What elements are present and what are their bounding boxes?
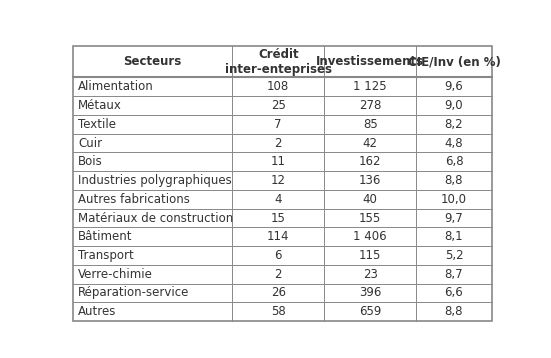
Text: 2: 2 bbox=[274, 136, 282, 150]
Text: 396: 396 bbox=[359, 286, 381, 300]
Text: 12: 12 bbox=[271, 174, 286, 187]
Text: Réparation-service: Réparation-service bbox=[78, 286, 190, 300]
Text: Verre-chimie: Verre-chimie bbox=[78, 268, 153, 281]
Text: 9,0: 9,0 bbox=[445, 99, 463, 112]
Text: 15: 15 bbox=[271, 212, 285, 224]
Text: Alimentation: Alimentation bbox=[78, 80, 154, 93]
Text: 8,7: 8,7 bbox=[445, 268, 463, 281]
Text: 40: 40 bbox=[363, 193, 377, 206]
Text: 278: 278 bbox=[359, 99, 381, 112]
Text: Cuir: Cuir bbox=[78, 136, 102, 150]
Text: Textile: Textile bbox=[78, 118, 116, 131]
Text: 162: 162 bbox=[359, 155, 381, 168]
Text: Métaux: Métaux bbox=[78, 99, 122, 112]
Text: Industries polygraphiques: Industries polygraphiques bbox=[78, 174, 232, 187]
Text: 4,8: 4,8 bbox=[445, 136, 463, 150]
Text: 6,8: 6,8 bbox=[445, 155, 463, 168]
Text: 9,6: 9,6 bbox=[445, 80, 463, 93]
Text: 6: 6 bbox=[274, 249, 282, 262]
Text: 114: 114 bbox=[267, 230, 289, 243]
Text: 58: 58 bbox=[271, 305, 285, 318]
Text: 25: 25 bbox=[271, 99, 285, 112]
Text: 659: 659 bbox=[359, 305, 381, 318]
Text: Investissements: Investissements bbox=[316, 55, 424, 68]
Text: Autres fabrications: Autres fabrications bbox=[78, 193, 190, 206]
Text: Transport: Transport bbox=[78, 249, 134, 262]
Text: 85: 85 bbox=[363, 118, 377, 131]
Text: 2: 2 bbox=[274, 268, 282, 281]
Text: CIE/Inv (en %): CIE/Inv (en %) bbox=[408, 55, 500, 68]
Text: 4: 4 bbox=[274, 193, 282, 206]
Text: 10,0: 10,0 bbox=[441, 193, 467, 206]
Text: 6,6: 6,6 bbox=[445, 286, 463, 300]
Text: Secteurs: Secteurs bbox=[123, 55, 182, 68]
Text: 8,2: 8,2 bbox=[445, 118, 463, 131]
Text: 7: 7 bbox=[274, 118, 282, 131]
Text: 11: 11 bbox=[271, 155, 286, 168]
Text: Autres: Autres bbox=[78, 305, 117, 318]
Text: 23: 23 bbox=[363, 268, 377, 281]
Text: Bâtiment: Bâtiment bbox=[78, 230, 133, 243]
Text: 136: 136 bbox=[359, 174, 381, 187]
Text: 26: 26 bbox=[271, 286, 286, 300]
Text: 8,8: 8,8 bbox=[445, 305, 463, 318]
Text: 5,2: 5,2 bbox=[445, 249, 463, 262]
Text: 1 406: 1 406 bbox=[353, 230, 387, 243]
Text: 115: 115 bbox=[359, 249, 381, 262]
Text: Bois: Bois bbox=[78, 155, 103, 168]
Text: 9,7: 9,7 bbox=[445, 212, 463, 224]
Text: Crédit
inter-enteprises: Crédit inter-enteprises bbox=[225, 48, 332, 76]
Text: 8,1: 8,1 bbox=[445, 230, 463, 243]
Text: Matériaux de construction: Matériaux de construction bbox=[78, 212, 234, 224]
Text: 42: 42 bbox=[363, 136, 378, 150]
Text: 108: 108 bbox=[267, 80, 289, 93]
Text: 1 125: 1 125 bbox=[353, 80, 387, 93]
Text: 8,8: 8,8 bbox=[445, 174, 463, 187]
Text: 155: 155 bbox=[359, 212, 381, 224]
